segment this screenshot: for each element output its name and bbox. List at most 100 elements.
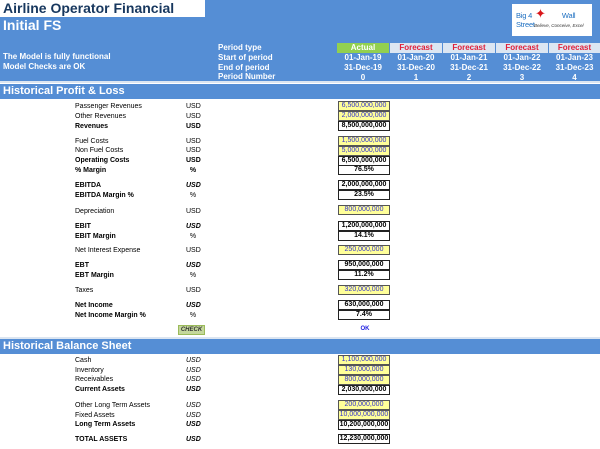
input-cell[interactable]: 320,000,000 (338, 285, 390, 295)
input-cell[interactable]: 5,000,000,000 (338, 146, 390, 156)
row-unit: USD (186, 402, 201, 409)
row-label: Net Income Margin % (75, 312, 146, 319)
period-end: 31-Dec-23 (555, 63, 594, 72)
period-column: Forecast 01-Jan-22 31-Dec-22 3 (496, 43, 548, 83)
row-label: Current Assets (75, 386, 125, 393)
input-cell[interactable]: 250,000,000 (338, 245, 390, 255)
row-unit: USD (186, 367, 201, 374)
section-header-bs: Historical Balance Sheet (0, 339, 600, 354)
check-button[interactable]: CHECK (178, 325, 205, 335)
logo-tagline: Believe, Conceive, Excel (534, 23, 584, 28)
calc-cell[interactable]: 12,230,000,000 (338, 434, 390, 444)
logo-text-right: Wall Street (516, 11, 576, 29)
input-cell[interactable]: 10,000,000,000 (338, 410, 390, 420)
period-end: 31-Dec-19 (344, 63, 382, 72)
row-unit: USD (186, 103, 201, 110)
separator (0, 337, 600, 339)
row-unit: USD (186, 157, 201, 164)
row-label: Net Income (75, 302, 113, 309)
model-status: The Model is fully functional (3, 52, 111, 61)
row-label: % Margin (75, 167, 107, 174)
start-period-label: Start of period (218, 53, 273, 62)
row-label: Other Revenues (75, 113, 126, 120)
calc-cell[interactable]: 8,500,000,000 (338, 121, 390, 131)
calc-cell[interactable]: 7.4% (338, 310, 390, 320)
row-label: EBITDA (75, 182, 102, 189)
period-end: 31-Dec-22 (503, 63, 541, 72)
row-unit: USD (186, 436, 201, 443)
row-unit: % (189, 192, 197, 199)
calc-cell[interactable]: 2,030,000,000 (338, 385, 390, 395)
calc-cell[interactable]: 950,000,000 (338, 260, 390, 270)
input-cell[interactable]: 800,000,000 (338, 375, 390, 385)
period-start: 01-Jan-21 (450, 53, 488, 62)
input-cell[interactable]: 800,000,000 (338, 205, 390, 215)
period-type: Actual (337, 43, 389, 53)
row-unit: USD (186, 208, 201, 215)
period-column: Actual 01-Jan-19 31-Dec-19 0 (337, 43, 389, 83)
row-unit: % (189, 233, 197, 240)
input-cell[interactable]: 2,000,000,000 (338, 111, 390, 121)
row-label: Inventory (75, 367, 104, 374)
period-type: Forecast (496, 43, 548, 53)
period-column: Forecast 01-Jan-23 31-Dec-23 4 (549, 43, 600, 83)
row-label: Fuel Costs (75, 138, 109, 145)
period-number: 3 (519, 73, 525, 82)
row-label: Revenues (75, 123, 109, 130)
end-period-label: End of period (218, 63, 270, 72)
period-type: Forecast (549, 43, 600, 53)
model-title: Airline Operator Financial Model (0, 0, 205, 33)
row-unit: USD (186, 223, 201, 230)
period-start: 01-Jan-23 (556, 53, 593, 62)
input-cell[interactable]: 1,500,000,000 (338, 136, 390, 146)
input-cell[interactable]: 6,500,000,000 (338, 101, 390, 111)
period-number: 0 (360, 73, 366, 82)
row-unit: USD (186, 247, 201, 254)
row-label: Cash (75, 357, 92, 364)
row-label: EBIT (75, 223, 91, 230)
row-label: Other Long Term Assets (75, 402, 150, 409)
period-column: Forecast 01-Jan-20 31-Dec-20 1 (390, 43, 442, 83)
calc-cell[interactable]: 10,200,000,000 (338, 420, 390, 430)
input-cell[interactable]: 1,100,000,000 (338, 355, 390, 365)
row-label: Receivables (75, 376, 114, 383)
period-number: 1 (413, 73, 419, 82)
calc-cell[interactable]: 630,000,000 (338, 300, 390, 310)
period-number-label: Period Number (218, 72, 276, 81)
row-label: Depreciation (75, 208, 115, 215)
eagle-icon: ✦ (535, 6, 546, 21)
input-cell[interactable]: 130,000,000 (338, 365, 390, 375)
model-check-status: Model Checks are OK (3, 62, 86, 71)
row-label: EBIT Margin (75, 233, 116, 240)
separator (0, 81, 600, 83)
period-end: 31-Dec-21 (450, 63, 488, 72)
period-number: 2 (466, 73, 472, 82)
row-unit: USD (186, 302, 201, 309)
period-type-label: Period type (218, 43, 262, 52)
row-label: EBT (75, 262, 89, 269)
section-header-pl: Historical Profit & Loss (0, 84, 600, 99)
calc-cell[interactable]: 11.2% (338, 270, 390, 280)
row-unit: USD (186, 376, 201, 383)
row-unit: USD (186, 386, 201, 393)
input-cell[interactable]: 200,000,000 (338, 400, 390, 410)
calc-cell[interactable]: 1,200,000,000 (338, 221, 390, 231)
period-number: 4 (572, 73, 577, 82)
calc-cell[interactable]: 76.5% (338, 165, 390, 175)
calc-cell[interactable]: 23.5% (338, 190, 390, 200)
row-unit: USD (186, 262, 201, 269)
calc-cell[interactable]: 2,000,000,000 (338, 180, 390, 190)
row-label: Net Interest Expense (75, 247, 141, 254)
period-column: Forecast 01-Jan-21 31-Dec-21 2 (443, 43, 495, 83)
period-start: 01-Jan-20 (397, 53, 435, 62)
row-label: Passenger Revenues (75, 103, 142, 110)
row-label: Fixed Assets (75, 412, 115, 419)
row-unit: % (189, 312, 197, 319)
row-label: Long Term Assets (75, 421, 136, 428)
period-end: 31-Dec-20 (397, 63, 435, 72)
row-label: TOTAL ASSETS (75, 436, 128, 443)
logo-text-left: Big 4 (516, 11, 533, 20)
period-type: Forecast (390, 43, 442, 53)
calc-cell[interactable]: 14.1% (338, 231, 390, 241)
sheet-subtitle: Initial FS (3, 17, 62, 33)
